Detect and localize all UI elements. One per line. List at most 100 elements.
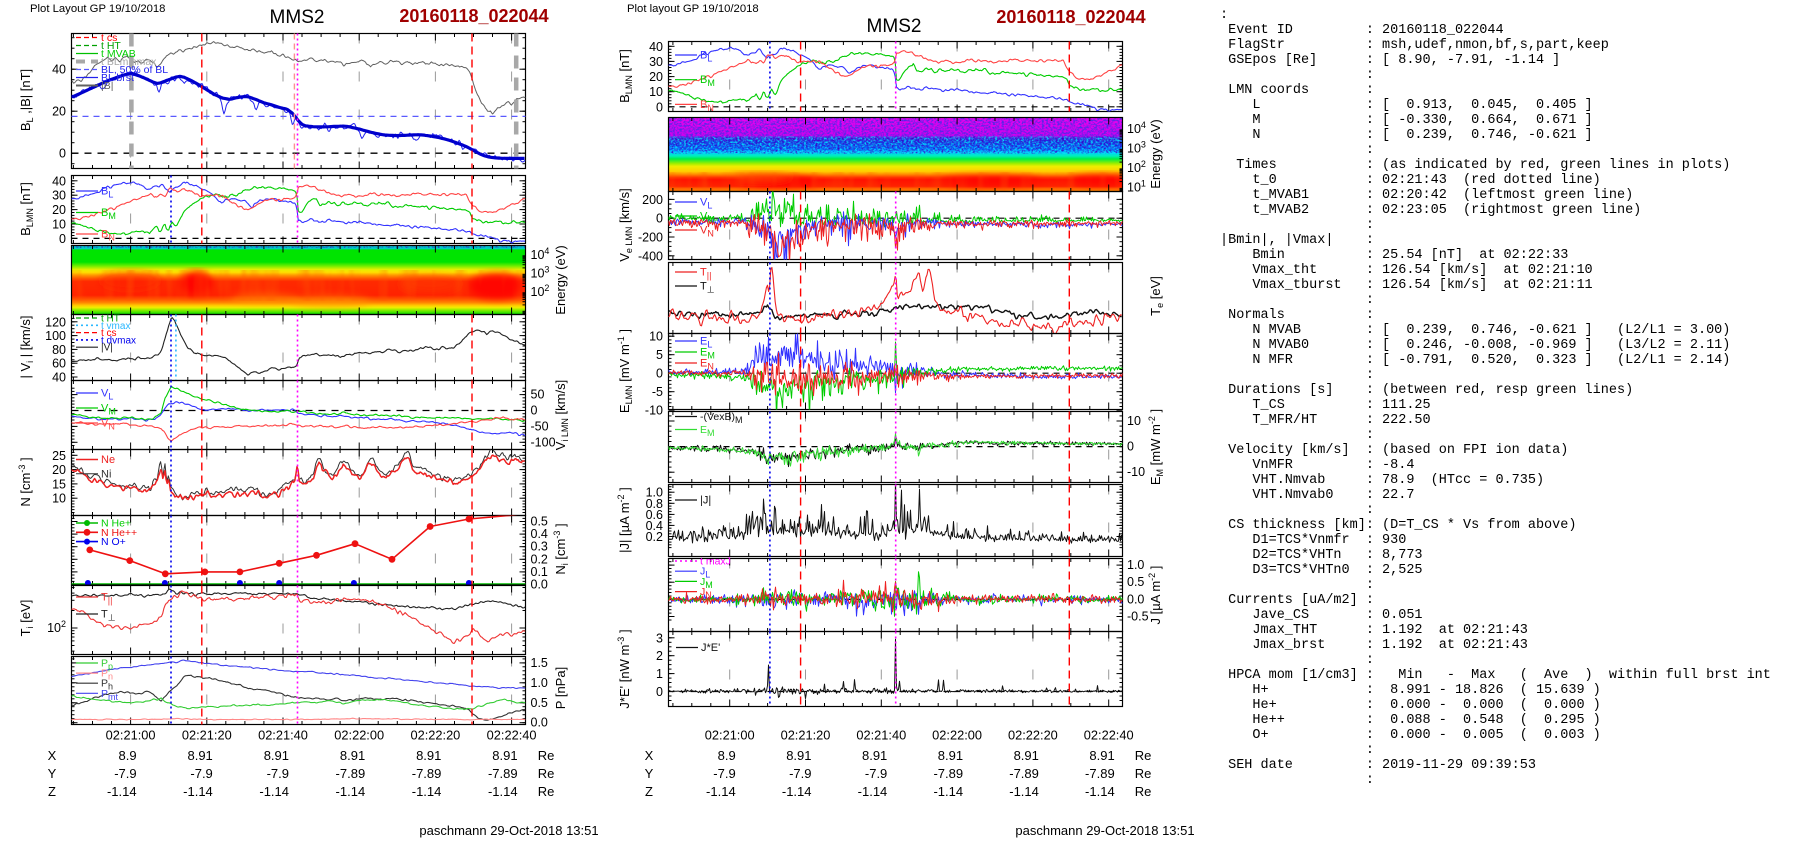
- svg-text:60: 60: [52, 357, 66, 371]
- svg-text:JL: JL: [700, 566, 710, 580]
- svg-text:Ne: Ne: [101, 454, 115, 466]
- svg-text:-1.14: -1.14: [1085, 784, 1115, 799]
- svg-text:|J| [µA m-2 ]: |J| [µA m-2 ]: [616, 487, 632, 553]
- svg-text:102: 102: [47, 619, 66, 635]
- svg-text:EN: EN: [700, 358, 714, 372]
- svg-text:N O+: N O+: [101, 536, 126, 548]
- svg-text:BN: BN: [700, 99, 714, 113]
- svg-text:104: 104: [531, 246, 550, 262]
- svg-text:-(VexB)M: -(VexB)M: [700, 411, 743, 425]
- svg-text:t cs: t cs: [101, 328, 117, 339]
- svg-text:Z: Z: [48, 784, 56, 799]
- svg-text:0: 0: [1127, 440, 1134, 454]
- svg-text:0: 0: [656, 367, 663, 381]
- svg-text:-0.5: -0.5: [1127, 610, 1149, 624]
- svg-text:P [nPa]: P [nPa]: [553, 667, 568, 709]
- svg-text:0.5: 0.5: [1127, 575, 1144, 589]
- svg-text:0.0: 0.0: [531, 716, 548, 730]
- svg-text:100: 100: [45, 329, 66, 343]
- svg-text:VM: VM: [101, 403, 116, 417]
- svg-text:8.91: 8.91: [938, 748, 963, 763]
- svg-text:Re: Re: [1135, 784, 1152, 799]
- svg-text:J*E': J*E': [701, 642, 720, 654]
- svg-text:20: 20: [649, 70, 663, 84]
- svg-text:Z: Z: [645, 784, 653, 799]
- svg-text:MMS2: MMS2: [867, 16, 922, 37]
- svg-text:-7.9: -7.9: [789, 766, 811, 781]
- svg-text:Pp: Pp: [101, 658, 113, 672]
- svg-text:VL: VL: [101, 388, 113, 402]
- svg-text:101: 101: [1127, 179, 1146, 195]
- svg-text:30: 30: [649, 55, 663, 69]
- svg-text:-1.14: -1.14: [706, 784, 736, 799]
- svg-text:02:21:20: 02:21:20: [182, 728, 232, 743]
- svg-text:-7.9: -7.9: [267, 766, 289, 781]
- svg-text:-1.14: -1.14: [782, 784, 812, 799]
- svg-text:02:22:40: 02:22:40: [487, 728, 537, 743]
- svg-text:Ni [cm-3 ]: Ni [cm-3 ]: [552, 523, 570, 574]
- svg-text:102: 102: [1127, 159, 1146, 175]
- svg-text:Te [eV]: Te [eV]: [1148, 276, 1165, 316]
- svg-text:Ni: Ni: [101, 468, 111, 480]
- svg-text:25: 25: [52, 449, 66, 463]
- svg-text:Re: Re: [1135, 748, 1152, 763]
- svg-text:ELMN [mV m-1 ]: ELMN [mV m-1 ]: [616, 329, 634, 413]
- svg-text:Vi LMN [km/s]: Vi LMN [km/s]: [553, 380, 570, 450]
- svg-text:20160118_022044: 20160118_022044: [996, 7, 1145, 27]
- svg-text:t MVAB: t MVAB: [101, 48, 136, 60]
- svg-text:02:22:00: 02:22:00: [334, 728, 384, 743]
- svg-text:BLMN [nT]: BLMN [nT]: [617, 49, 634, 103]
- svg-text:0.0: 0.0: [1127, 592, 1144, 606]
- svg-text:-7.89: -7.89: [933, 766, 963, 781]
- svg-text:40: 40: [52, 174, 66, 188]
- svg-text:2: 2: [656, 649, 663, 663]
- svg-text:40: 40: [52, 63, 66, 77]
- svg-text:VL: VL: [700, 197, 712, 211]
- svg-text:8.91: 8.91: [1014, 748, 1039, 763]
- svg-text:T||: T||: [700, 267, 711, 281]
- svg-text:|V|: |V|: [101, 343, 113, 354]
- svg-text:8.91: 8.91: [492, 748, 517, 763]
- svg-text:t maxJ: t maxJ: [700, 556, 731, 568]
- svg-text:EM [mW m-2 ]: EM [mW m-2 ]: [1147, 409, 1165, 485]
- svg-text:10: 10: [649, 85, 663, 99]
- svg-text:VM: VM: [700, 211, 715, 225]
- svg-text:J [µA m-2 ]: J [µA m-2 ]: [1147, 566, 1163, 625]
- svg-text:Energy (eV): Energy (eV): [553, 245, 568, 314]
- svg-text:| Vi | [km/s]: | Vi | [km/s]: [18, 316, 35, 379]
- svg-text:104: 104: [1127, 120, 1146, 136]
- svg-text:Re: Re: [538, 784, 555, 799]
- svg-text:0: 0: [59, 232, 66, 246]
- svg-text:8.9: 8.9: [119, 748, 137, 763]
- svg-text:BL, 50% of BL: BL, 50% of BL: [101, 64, 168, 76]
- svg-text:Energy (eV): Energy (eV): [1148, 119, 1163, 188]
- svg-text:Re: Re: [538, 766, 555, 781]
- svg-text:-1.14: -1.14: [488, 784, 518, 799]
- svg-text:02:22:20: 02:22:20: [410, 728, 460, 743]
- svg-text:-7.9: -7.9: [713, 766, 735, 781]
- svg-text:VN: VN: [700, 225, 714, 239]
- svg-text:30: 30: [52, 189, 66, 203]
- svg-text:02:22:20: 02:22:20: [1008, 728, 1058, 743]
- svg-text:-7.9: -7.9: [865, 766, 887, 781]
- svg-text:5: 5: [656, 348, 663, 362]
- svg-text:JN: JN: [700, 586, 712, 600]
- svg-text:Y: Y: [645, 766, 654, 781]
- svg-text:0.5: 0.5: [531, 515, 548, 529]
- svg-text:8.91: 8.91: [416, 748, 441, 763]
- svg-text:EL: EL: [700, 336, 712, 350]
- svg-text:02:21:20: 02:21:20: [781, 728, 831, 743]
- svg-text:0.4: 0.4: [531, 527, 548, 541]
- svg-text:1.0: 1.0: [646, 486, 663, 500]
- svg-text:-10: -10: [645, 404, 663, 418]
- svg-text:T||: T||: [101, 592, 112, 606]
- svg-text:Ti [eV]: Ti [eV]: [18, 600, 35, 637]
- svg-text:X: X: [645, 748, 654, 763]
- svg-text:0: 0: [59, 147, 66, 161]
- svg-text:N He++: N He++: [101, 527, 137, 539]
- svg-text:-1.14: -1.14: [858, 784, 888, 799]
- svg-text:MMS2: MMS2: [270, 7, 325, 28]
- svg-text:20160118_022044: 20160118_022044: [399, 6, 548, 26]
- svg-text:0: 0: [656, 212, 663, 226]
- svg-text:1.5: 1.5: [531, 656, 548, 670]
